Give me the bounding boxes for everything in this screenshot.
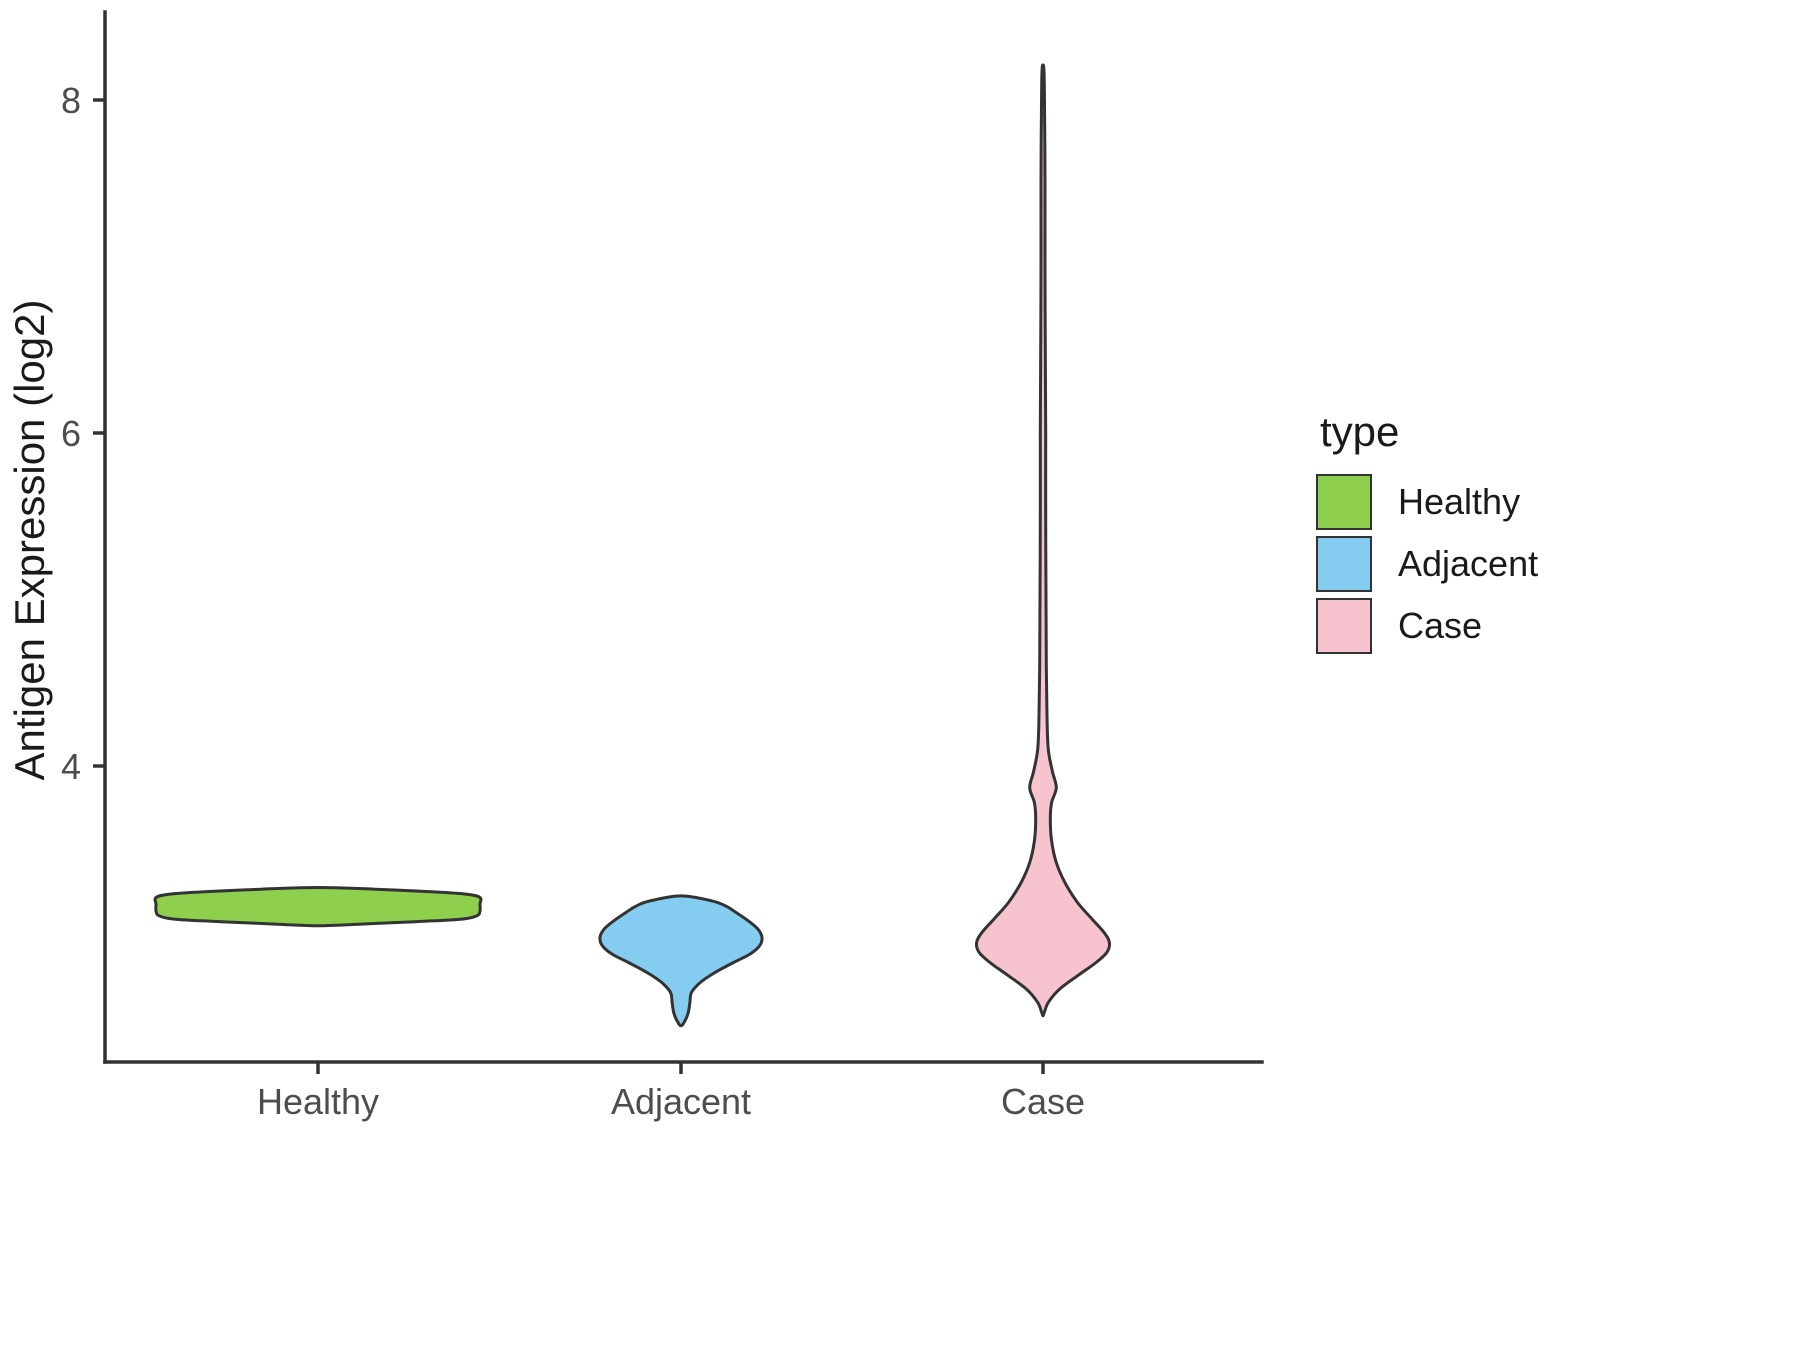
x-tick-label-adjacent: Adjacent bbox=[611, 1081, 751, 1122]
x-tick-label-case: Case bbox=[1001, 1081, 1085, 1122]
legend-swatch-adjacent bbox=[1316, 536, 1372, 592]
y-tick-label: 8 bbox=[61, 80, 81, 121]
y-tick-label: 6 bbox=[61, 413, 81, 454]
violin-case bbox=[974, 63, 1112, 1018]
legend-label: Healthy bbox=[1398, 481, 1521, 522]
x-tick-label-healthy: Healthy bbox=[257, 1081, 379, 1122]
legend-item-healthy: Healthy bbox=[1316, 474, 1538, 530]
legend: type Healthy Adjacent Case bbox=[1316, 408, 1538, 660]
legend-label: Case bbox=[1398, 605, 1483, 646]
legend-items: Healthy Adjacent Case bbox=[1316, 474, 1538, 654]
legend-item-adjacent: Adjacent bbox=[1316, 536, 1538, 592]
legend-item-case: Case bbox=[1316, 598, 1538, 654]
y-tick-label: 4 bbox=[61, 746, 81, 787]
legend-title: type bbox=[1320, 408, 1400, 455]
violin-healthy bbox=[153, 886, 483, 928]
legend-swatch-healthy bbox=[1316, 474, 1372, 530]
legend-label: Adjacent bbox=[1398, 543, 1539, 584]
legend-swatch-case bbox=[1316, 598, 1372, 654]
violin-adjacent bbox=[598, 894, 764, 1028]
y-axis-title: Antigen Expression (log2) bbox=[6, 300, 53, 781]
